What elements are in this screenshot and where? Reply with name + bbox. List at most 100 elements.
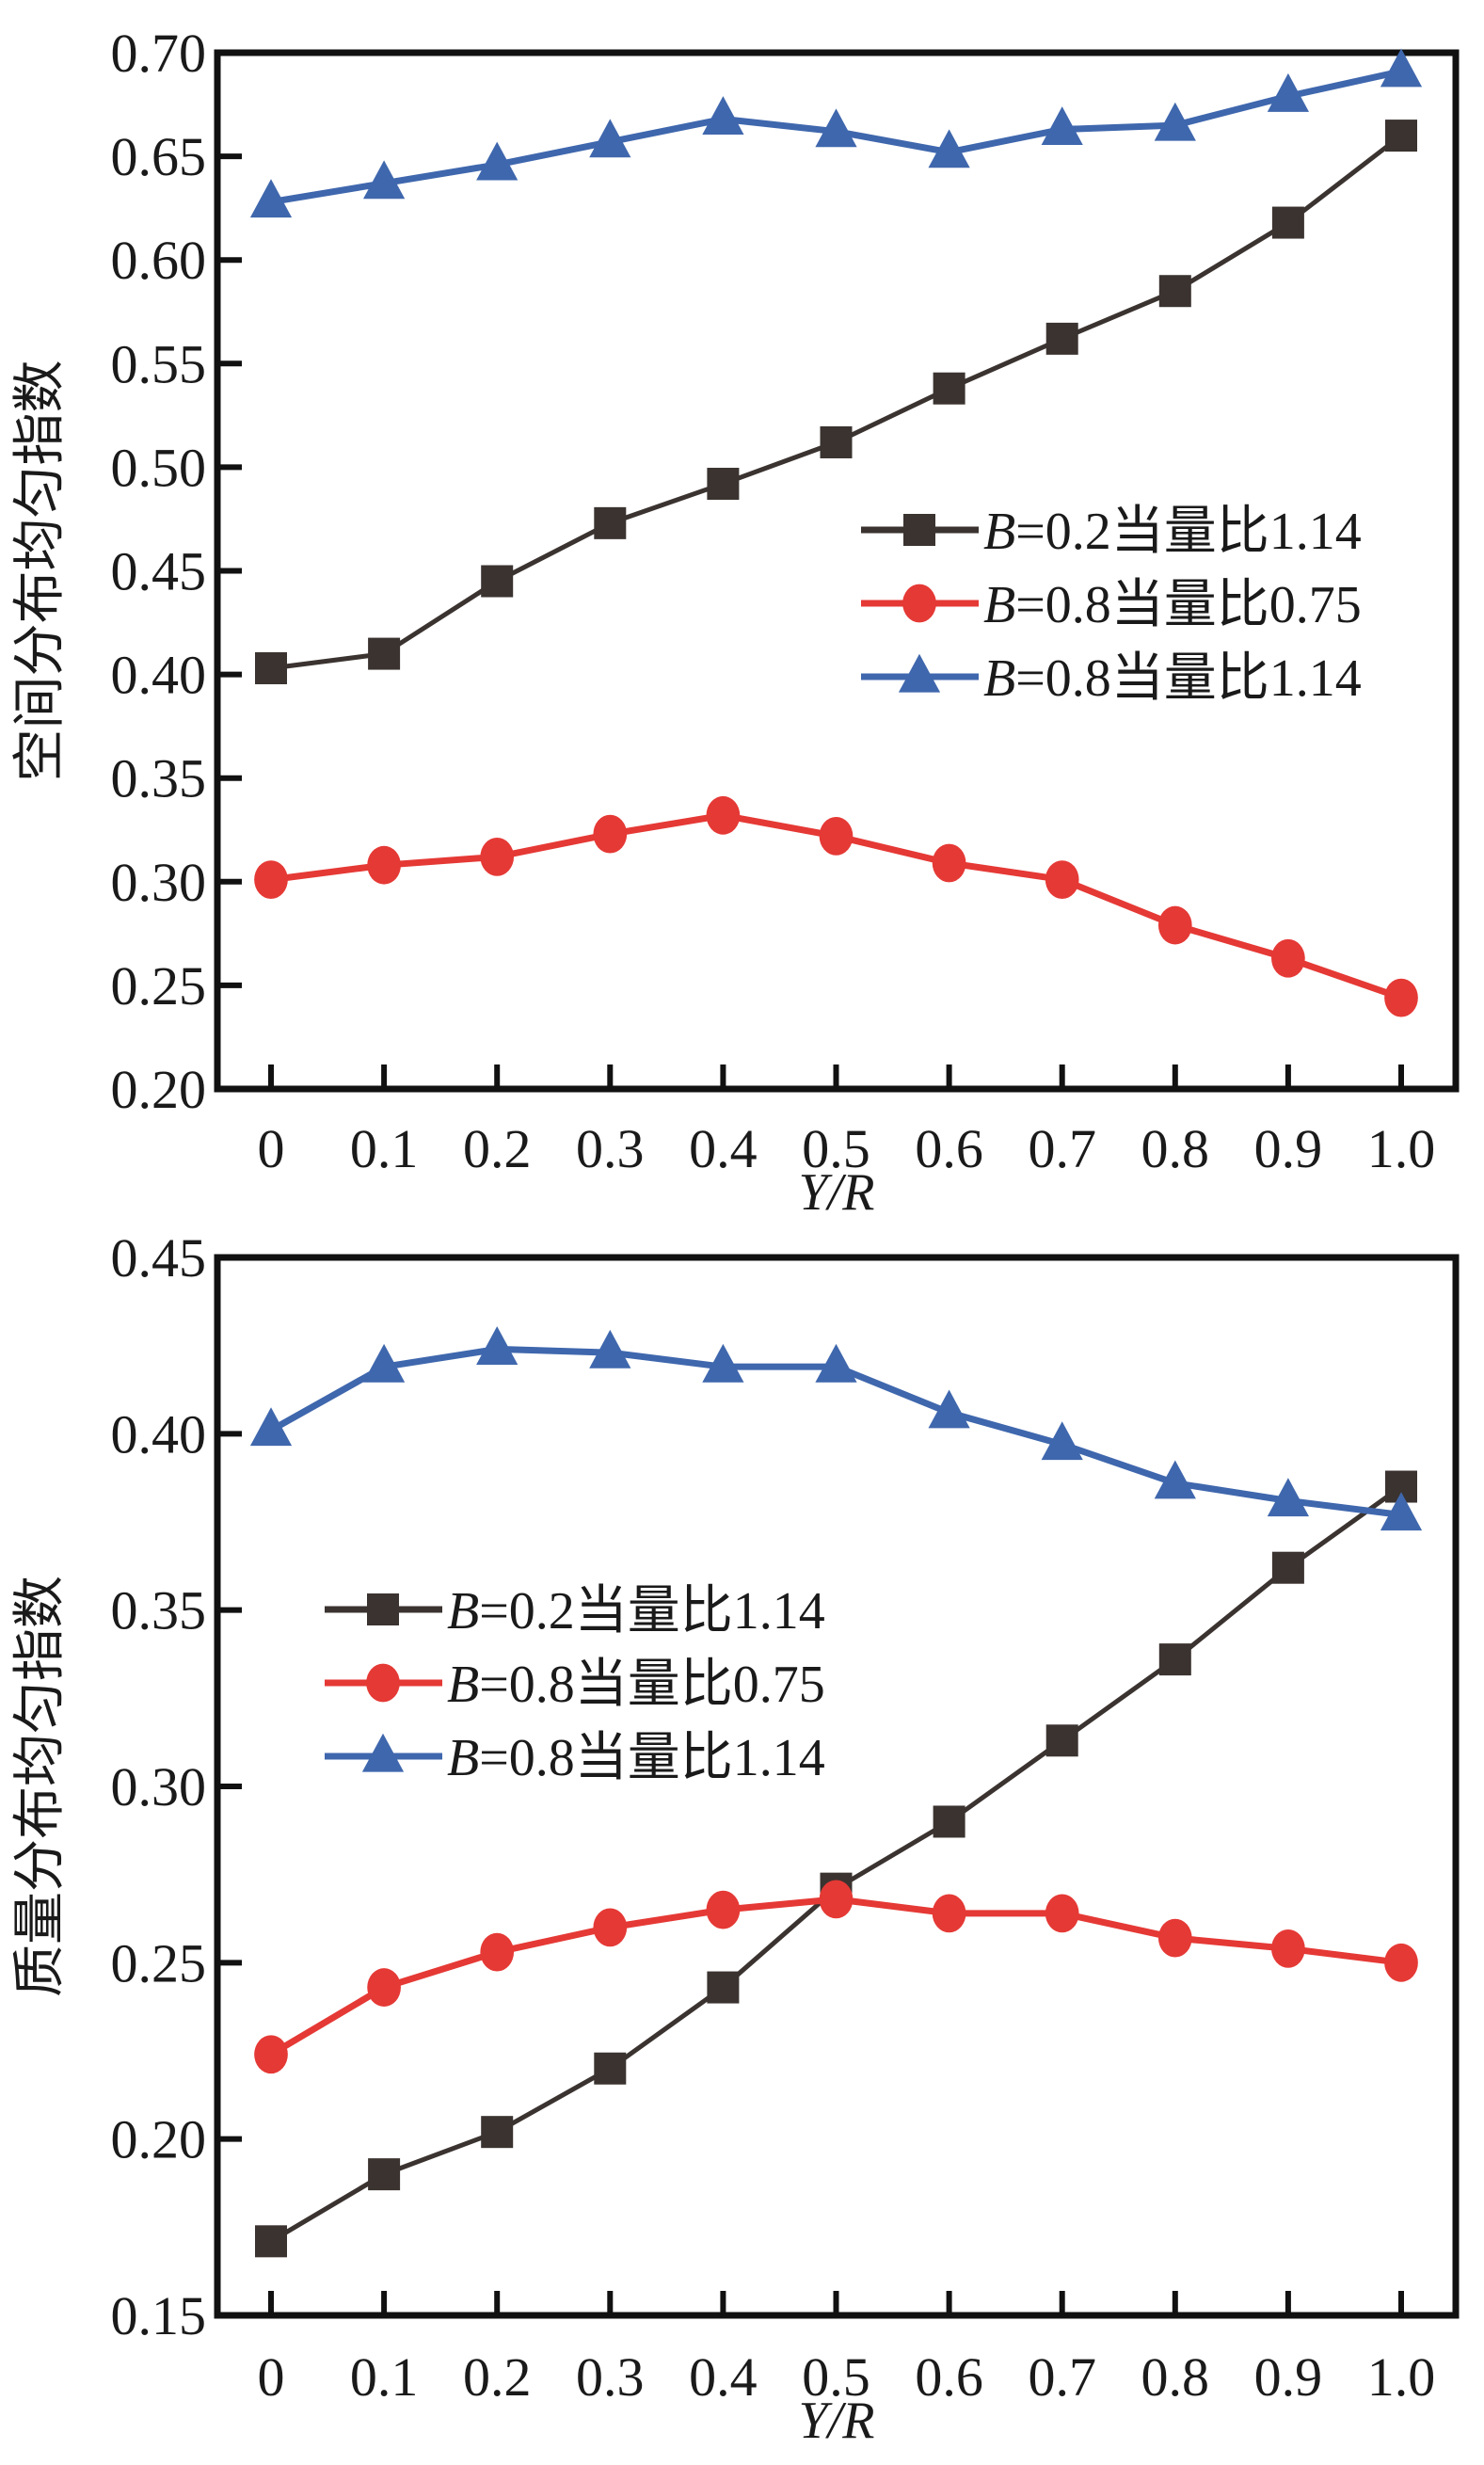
data-point-triangle [1267, 72, 1309, 112]
series-line [269, 1484, 1403, 2244]
legend-entry-text: =0.8当量比1.14 [1015, 649, 1362, 708]
data-point-triangle [249, 179, 293, 218]
y-tick-label: 0.20 [111, 1059, 207, 1120]
y-tick-label: 0.30 [111, 1756, 207, 1817]
series-circle [254, 1880, 1418, 2074]
data-point-circle [1157, 905, 1192, 945]
x-tick-label: 0.9 [1254, 2346, 1323, 2408]
data-point-circle [367, 845, 401, 885]
legend-entry-text: =0.2当量比1.14 [1015, 503, 1362, 561]
data-point-circle [1271, 1929, 1305, 1968]
x-tick-label: 0.4 [689, 1118, 758, 1179]
y-tick-label: 0.25 [111, 1932, 207, 1993]
legend-entry: B=0.2当量比1.14 [447, 1582, 825, 1641]
x-tick-label: 0.1 [350, 1118, 419, 1179]
legend: B=0.2当量比1.14B=0.8当量比0.75B=0.8当量比1.14 [861, 503, 1362, 708]
series-triangle [249, 1326, 1423, 1531]
data-point-triangle [1154, 1460, 1196, 1499]
data-point-square [820, 425, 853, 458]
x-tick-label: 0 [258, 1118, 285, 1179]
y-tick-label: 0.20 [111, 2109, 207, 2170]
data-point-circle [1045, 1894, 1079, 1933]
legend-entry: B=0.8当量比1.14 [983, 649, 1362, 708]
data-point-square [1045, 322, 1078, 355]
x-tick-label: 0.5 [802, 2346, 870, 2408]
legend-entry-italic: B [983, 649, 1015, 708]
data-point-square [255, 2225, 287, 2258]
data-point-triangle [249, 1407, 293, 1447]
x-tick-label: 0.2 [463, 1118, 532, 1179]
data-point-square [707, 1971, 740, 2004]
legend-entry-italic: B [447, 1729, 479, 1787]
data-point-square [707, 468, 740, 501]
plot-frame [214, 49, 1460, 1093]
data-point-square [368, 2158, 401, 2191]
data-point-triangle [1154, 102, 1196, 141]
data-point-square [481, 2116, 514, 2149]
x-tick-label: 0 [258, 2346, 285, 2408]
x-tick-label: 1.0 [1367, 1118, 1436, 1179]
legend-entry-text: =0.8当量比0.75 [1015, 576, 1362, 634]
data-point-circle [480, 837, 515, 876]
y-tick-label: 0.45 [111, 541, 207, 602]
series-square [255, 1470, 1417, 2258]
data-point-triangle [1041, 106, 1083, 146]
data-point-triangle [1380, 1492, 1423, 1531]
legend-marker-circle [366, 1663, 400, 1703]
series-square [255, 120, 1417, 684]
x-axis-title: Y/R [799, 1163, 875, 1222]
data-point-triangle [363, 1343, 406, 1383]
data-point-circle [819, 1880, 854, 1919]
data-point-square [933, 372, 965, 405]
legend-entry: B=0.8当量比0.75 [447, 1656, 825, 1714]
data-point-square [255, 651, 287, 684]
y-tick-label: 0.30 [111, 852, 207, 913]
data-point-triangle [702, 1343, 744, 1383]
data-point-square [1271, 1551, 1304, 1584]
y-axis-title: 空间分布均匀指数 [11, 360, 70, 782]
data-point-square [368, 637, 401, 670]
data-point-square [1045, 1724, 1078, 1757]
data-point-circle [1384, 978, 1418, 1017]
data-point-triangle [476, 141, 519, 181]
data-point-square [594, 2052, 627, 2085]
series-line [269, 1896, 1402, 2057]
y-tick-label: 0.40 [111, 645, 207, 706]
y-tick-label: 0.50 [111, 437, 207, 498]
y-tick-label: 0.55 [111, 333, 207, 394]
data-point-triangle [589, 1329, 631, 1369]
legend-entry: B=0.8当量比0.75 [983, 576, 1362, 634]
x-tick-label: 0.6 [915, 2346, 983, 2408]
data-point-circle [1157, 1918, 1192, 1958]
legend-entry-italic: B [447, 1582, 479, 1641]
y-tick-label: 0.45 [111, 1227, 207, 1289]
data-point-triangle [476, 1326, 519, 1365]
legend: B=0.2当量比1.14B=0.8当量比0.75B=0.8当量比1.14 [325, 1582, 825, 1787]
x-tick-label: 0.7 [1028, 1118, 1096, 1179]
x-tick-label: 0.9 [1254, 1118, 1323, 1179]
legend-marker-triangle [361, 1733, 405, 1772]
x-tick-label: 0.8 [1141, 1118, 1210, 1179]
data-point-circle [254, 2035, 288, 2074]
data-point-circle [932, 843, 966, 883]
x-tick-label: 0.7 [1028, 2346, 1096, 2408]
chart-spatial-uniformity: 0.200.250.300.350.400.450.500.550.600.65… [11, 23, 1460, 1222]
data-point-square [481, 565, 514, 598]
y-tick-label: 0.35 [111, 1580, 207, 1641]
data-point-square [1158, 275, 1191, 308]
data-point-circle [367, 1968, 401, 2007]
data-point-triangle [363, 160, 406, 200]
data-point-circle [932, 1894, 966, 1933]
y-tick-label: 0.15 [111, 2285, 207, 2346]
data-point-triangle [589, 119, 631, 158]
legend-entry-text: =0.8当量比0.75 [479, 1656, 825, 1714]
y-tick-label: 0.60 [111, 230, 207, 291]
y-tick-label: 0.40 [111, 1403, 207, 1465]
legend-marker-triangle [898, 653, 941, 693]
legend-entry-italic: B [983, 503, 1015, 561]
y-tick-label: 0.25 [111, 955, 207, 1016]
data-point-circle [593, 1908, 628, 1947]
legend-marker-square [903, 514, 935, 546]
legend-marker-square [367, 1593, 399, 1625]
